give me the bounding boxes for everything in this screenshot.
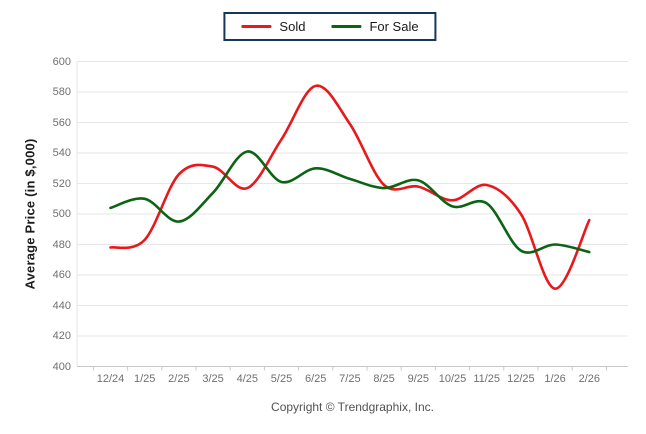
legend-label-sold: Sold [279,19,306,34]
x-tick-label: 4/25 [236,373,258,385]
legend: Sold For Sale [223,12,437,41]
x-tick-label: 7/25 [339,373,361,385]
legend-item-for-sale: For Sale [331,19,419,34]
x-tick-label: 1/26 [544,373,566,385]
y-tick-label: 520 [52,177,71,190]
plot-svg [76,61,628,371]
y-tick-label: 540 [52,147,71,159]
y-tick-label: 500 [52,208,71,220]
legend-item-sold: Sold [241,19,305,34]
sold-line-icon [241,25,272,28]
x-tick-label: 11/25 [473,373,501,385]
y-tick-label: 400 [52,360,71,373]
y-tick-label: 480 [52,238,71,251]
for-sale-line [109,150,591,254]
x-tick-label: 6/25 [304,373,327,385]
legend-label-for-sale: For Sale [369,19,419,34]
y-tick-label: 600 [52,55,71,68]
x-tick-label: 9/25 [407,373,429,385]
y-tick-label: 440 [52,299,71,312]
x-tick-label: 12/25 [507,373,535,385]
for-sale-line-icon [331,25,362,28]
y-tick-label: 560 [52,116,71,129]
y-tick-label: 420 [52,330,71,342]
x-tick-label: 10/25 [438,373,467,385]
x-tick-label: 8/25 [373,373,395,385]
x-tick-label: 2/25 [168,373,190,385]
copyright-text: Copyright © Trendgraphix, Inc. [271,400,434,414]
x-tick-label: 12/24 [96,373,125,385]
x-tick-label: 3/25 [202,373,224,385]
x-tick-label: 2/26 [578,373,600,385]
y-tick-label: 580 [52,86,71,98]
x-tick-label: 5/25 [270,373,293,385]
x-tick-label: 1/25 [133,373,156,385]
sold-line [109,84,591,290]
y-tick-label: 460 [52,269,71,281]
